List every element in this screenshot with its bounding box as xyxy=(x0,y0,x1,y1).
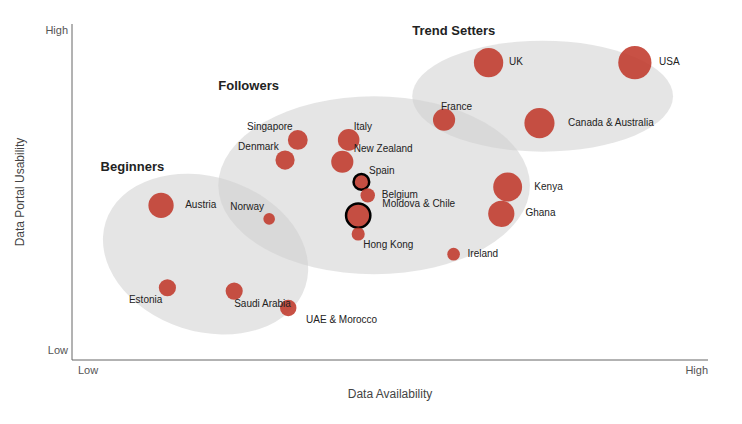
svg-text:Estonia: Estonia xyxy=(129,294,163,305)
svg-text:Italy: Italy xyxy=(354,121,372,132)
svg-text:Saudi Arabia: Saudi Arabia xyxy=(234,298,291,309)
svg-text:Moldova & Chile: Moldova & Chile xyxy=(382,198,455,209)
svg-text:Beginners: Beginners xyxy=(101,159,165,174)
svg-text:UAE & Morocco: UAE & Morocco xyxy=(306,314,378,325)
svg-text:Spain: Spain xyxy=(369,165,395,176)
svg-text:Norway: Norway xyxy=(230,201,264,212)
svg-text:Data Portal Usability: Data Portal Usability xyxy=(13,138,27,247)
html-text:Low: Low xyxy=(78,364,99,376)
html-text:High: High xyxy=(45,24,68,36)
svg-text:Denmark: Denmark xyxy=(238,141,280,152)
svg-text:New Zealand: New Zealand xyxy=(354,143,413,154)
svg-text:Austria: Austria xyxy=(185,199,217,210)
svg-text:France: France xyxy=(441,101,473,112)
svg-text:Followers: Followers xyxy=(218,78,279,93)
svg-text:Singapore: Singapore xyxy=(247,121,293,132)
svg-text:Ireland: Ireland xyxy=(468,248,499,259)
svg-text:Canada & Australia: Canada & Australia xyxy=(568,117,654,128)
svg-text:Trend Setters: Trend Setters xyxy=(412,24,495,38)
svg-text:Hong Kong: Hong Kong xyxy=(363,239,413,250)
svg-text:UK: UK xyxy=(509,56,523,67)
svg-text:USA: USA xyxy=(659,56,680,67)
html-text:High: High xyxy=(685,364,708,376)
html-text:Low: Low xyxy=(47,344,68,356)
svg-text:Kenya: Kenya xyxy=(534,181,563,192)
svg-text:Data Availability: Data Availability xyxy=(348,387,433,401)
svg-text:Ghana: Ghana xyxy=(525,207,555,218)
svg-text:Belgium: Belgium xyxy=(381,189,418,200)
